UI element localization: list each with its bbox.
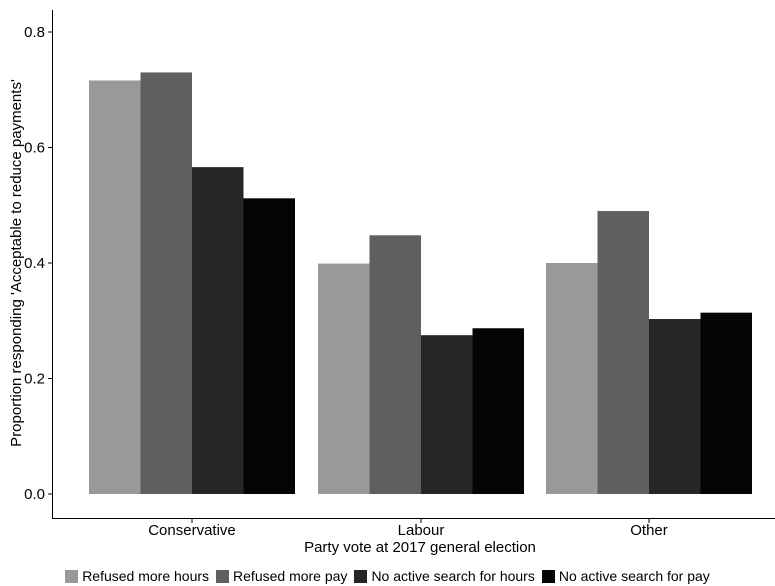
legend-label: No active search for hours bbox=[371, 568, 535, 584]
bar-conservative-no-active-search-for-hours bbox=[192, 167, 244, 494]
legend-item: No active search for pay bbox=[541, 568, 710, 584]
legend-label: No active search for pay bbox=[558, 568, 710, 584]
legend-key-no-active-search-hours bbox=[354, 569, 368, 583]
legend-label: Refused more hours bbox=[82, 568, 210, 584]
x-tick-label: Labour bbox=[398, 522, 445, 539]
x-tick-label: Other bbox=[630, 522, 668, 539]
legend-key-no-active-search-pay bbox=[541, 569, 555, 583]
bar-other-refused-more-pay bbox=[597, 211, 649, 494]
legend-key-refused-more-pay bbox=[216, 569, 230, 583]
x-axis-title: Party vote at 2017 general election bbox=[304, 539, 536, 556]
legend-item: Refused more pay bbox=[216, 568, 347, 584]
x-tick-label: Conservative bbox=[148, 522, 236, 539]
bar-labour-refused-more-pay bbox=[369, 235, 421, 494]
y-axis-title: Proportion responding 'Acceptable to red… bbox=[8, 79, 25, 447]
legend-key-refused-more-hours bbox=[65, 569, 79, 583]
legend-label: Refused more pay bbox=[233, 568, 348, 584]
y-tick-label: 0.0 bbox=[24, 486, 45, 503]
bar-other-no-active-search-for-hours bbox=[649, 319, 701, 494]
bar-labour-no-active-search-for-hours bbox=[421, 335, 473, 494]
bar-conservative-refused-more-hours bbox=[89, 80, 141, 494]
x-axis-ticks: Conservative Labour Other bbox=[148, 518, 668, 539]
bar-labour-no-active-search-for-pay bbox=[472, 328, 524, 494]
bar-conservative-no-active-search-for-pay bbox=[243, 198, 295, 494]
bars bbox=[89, 72, 752, 495]
legend-item: Refused more hours bbox=[65, 568, 209, 584]
y-axis-ticks: 0.0 0.2 0.4 0.6 0.8 bbox=[24, 24, 53, 503]
bar-other-no-active-search-for-pay bbox=[700, 312, 752, 494]
y-tick-label: 0.6 bbox=[24, 140, 45, 157]
y-tick-label: 0.4 bbox=[24, 255, 45, 272]
legend: Refused more hours Refused more pay No a… bbox=[0, 566, 775, 586]
y-tick-label: 0.8 bbox=[24, 24, 45, 41]
bar-labour-refused-more-hours bbox=[318, 263, 370, 494]
bar-conservative-refused-more-pay bbox=[140, 72, 192, 495]
bar-other-refused-more-hours bbox=[546, 263, 598, 494]
y-tick-label: 0.2 bbox=[24, 371, 45, 388]
legend-item: No active search for hours bbox=[354, 568, 535, 584]
